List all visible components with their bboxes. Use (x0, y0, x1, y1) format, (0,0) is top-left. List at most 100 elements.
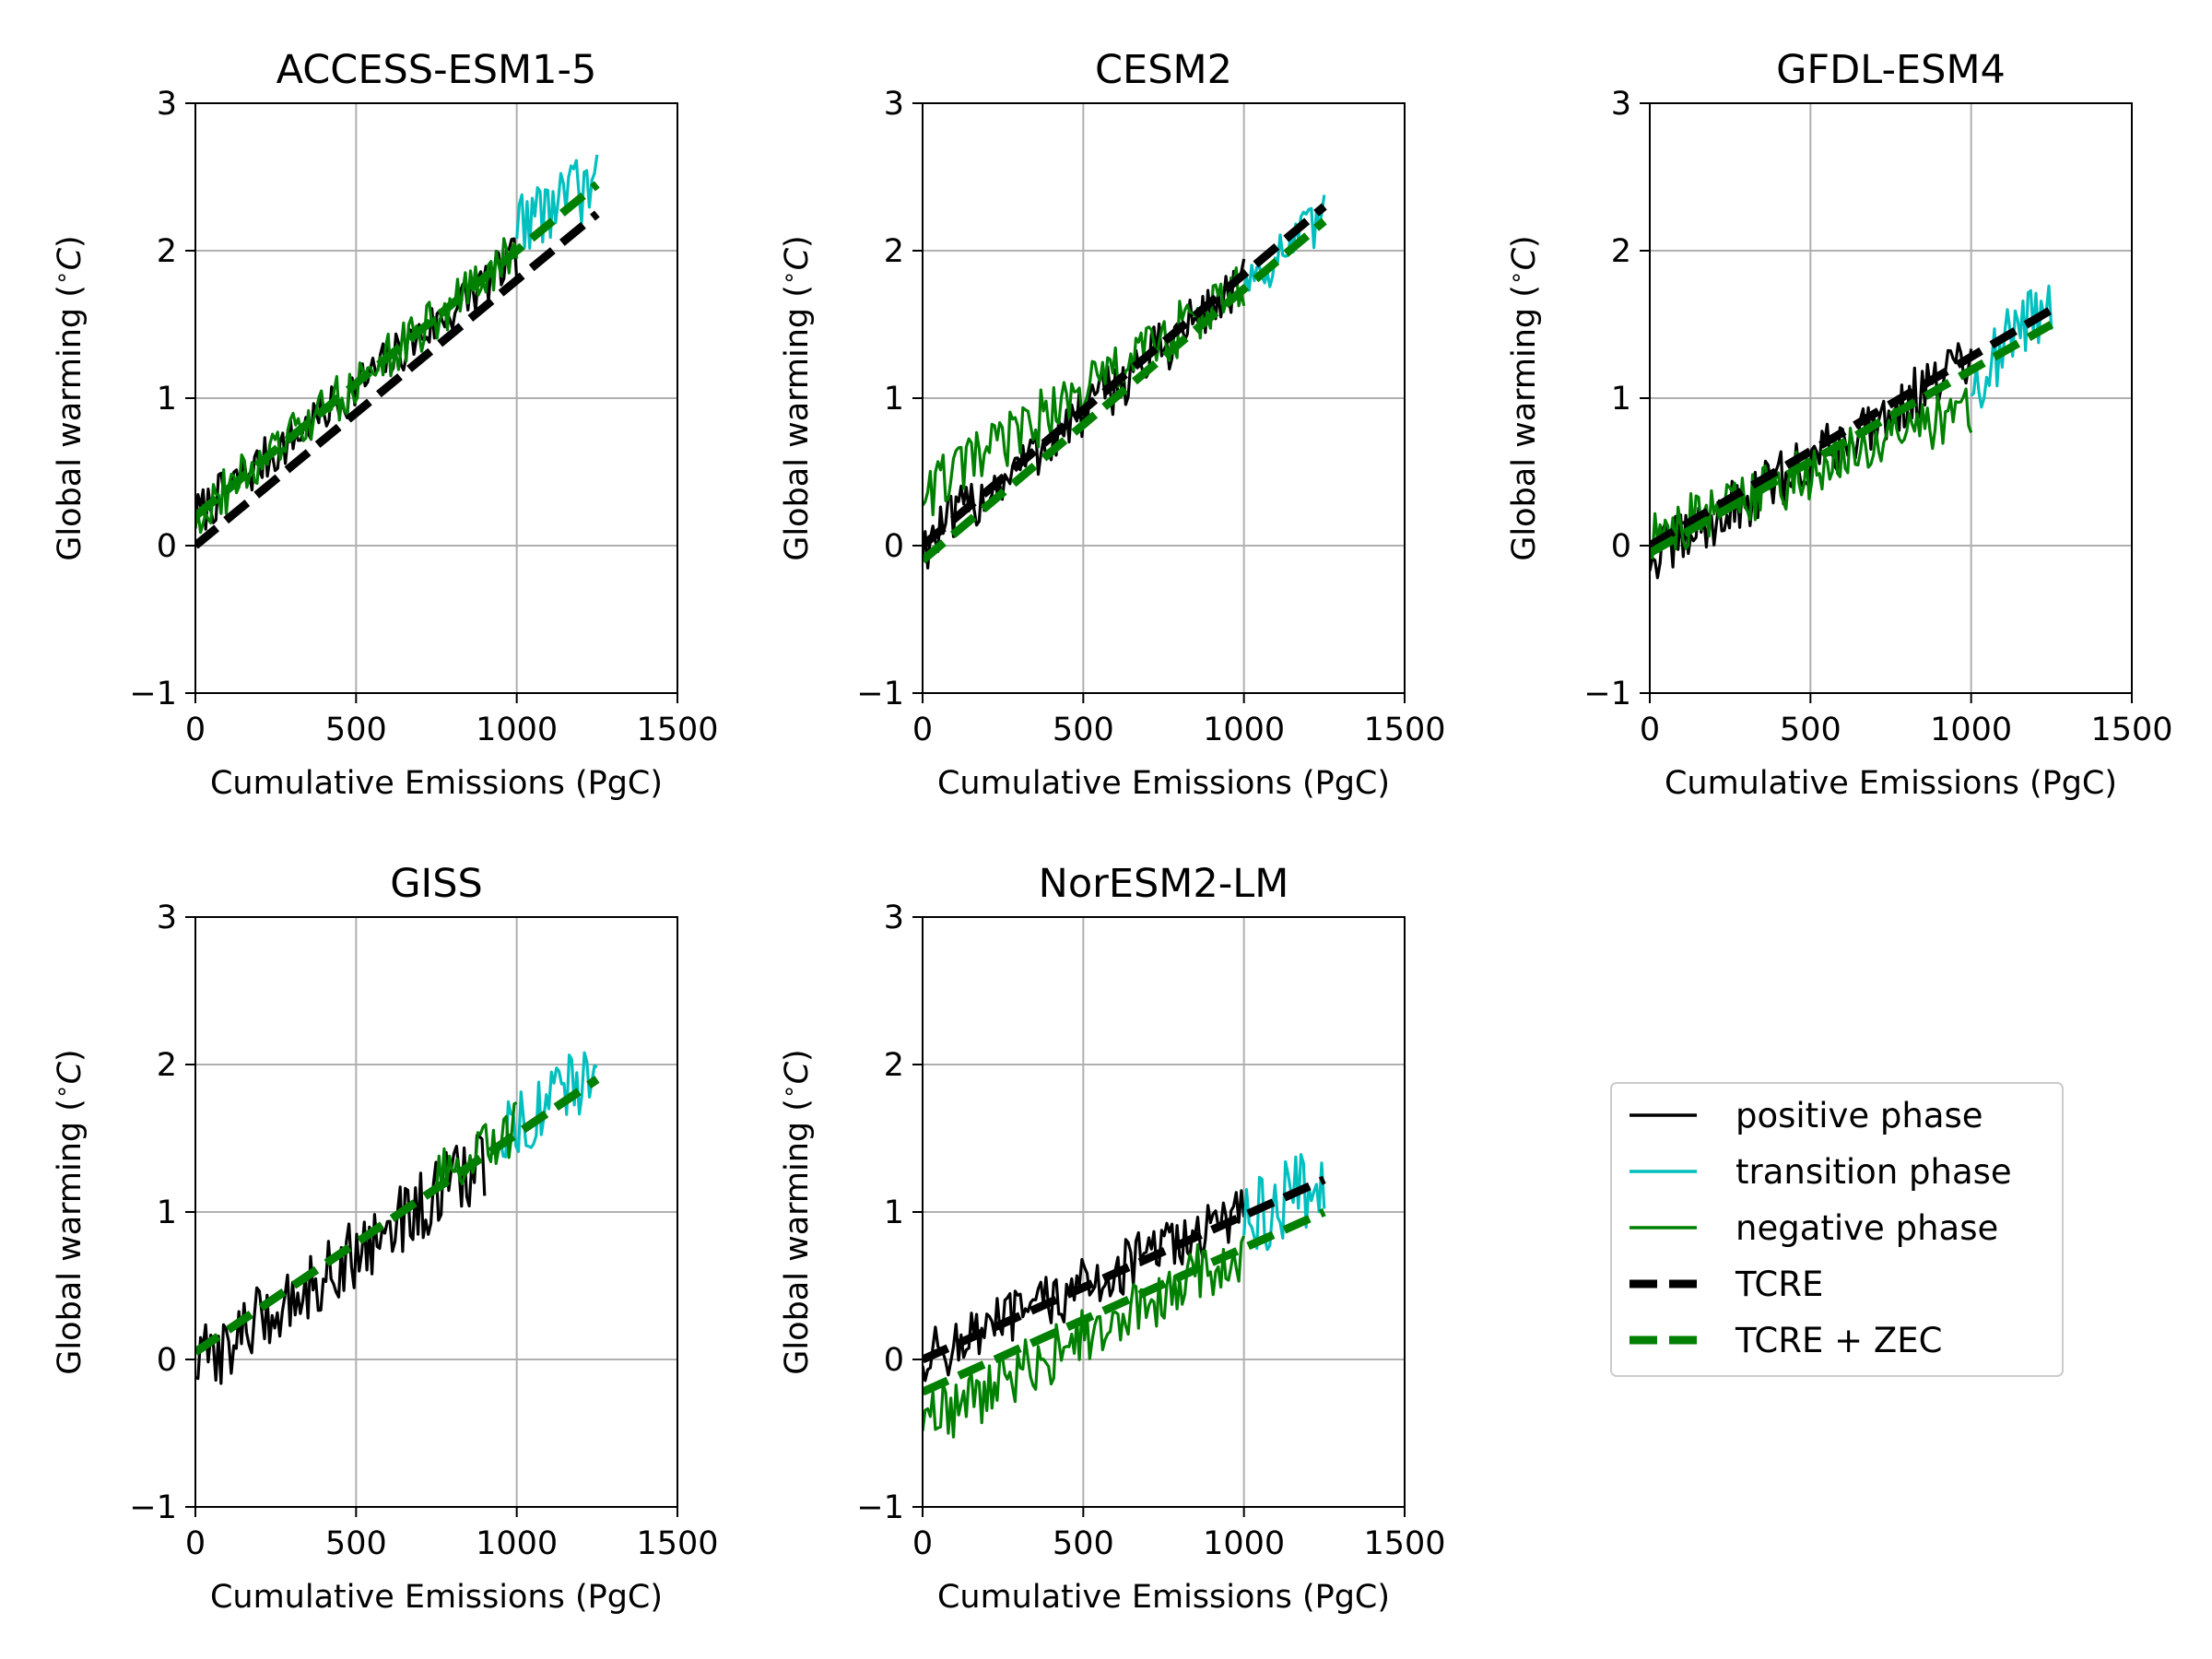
y-tick-label: 1 (157, 1194, 177, 1231)
subplot-title: CESM2 (1095, 47, 1232, 93)
y-tick-label: −1 (129, 1489, 177, 1526)
series-line-negative-phase (434, 1101, 518, 1191)
y-tick-label: 1 (884, 1194, 904, 1231)
legend-item: TCRE (1630, 1265, 1823, 1304)
y-tick-label: 2 (884, 1047, 904, 1084)
x-axis-label: Cumulative Emissions (PgC) (210, 765, 663, 802)
x-axis-label: Cumulative Emissions (PgC) (937, 1579, 1390, 1616)
y-tick-label: −1 (856, 1489, 904, 1526)
y-tick-label: 1 (884, 381, 904, 418)
legend-label: transition phase (1735, 1152, 2012, 1192)
y-axis-label: Global warming (∘C) (775, 235, 816, 560)
series-group (923, 1152, 1326, 1439)
y-tick-label: 2 (884, 233, 904, 270)
series-line-tcre (923, 203, 1327, 549)
x-axis-label: Cumulative Emissions (PgC) (210, 1579, 663, 1616)
series-line-tcre (923, 1175, 1326, 1364)
y-axis-label: Global warming (∘C) (48, 235, 88, 560)
x-tick-label: 0 (185, 712, 206, 748)
x-tick-label: 500 (1053, 1525, 1114, 1562)
series-line-negative-phase (923, 1235, 1246, 1439)
series-line-negative-phase (195, 237, 519, 535)
y-tick-label: 3 (884, 900, 904, 936)
series-group (195, 154, 600, 549)
x-tick-label: 1000 (1203, 1525, 1285, 1562)
legend-label: TCRE (1735, 1265, 1823, 1304)
x-tick-label: 500 (325, 712, 387, 748)
y-tick-label: 0 (157, 528, 177, 565)
x-tick-label: 500 (1053, 712, 1114, 748)
legend: positive phase transition phase negative p… (1610, 1082, 2064, 1377)
y-tick-label: 3 (157, 900, 177, 936)
x-tick-label: 500 (325, 1525, 387, 1562)
legend-item: positive phase (1630, 1096, 1983, 1135)
series-line-tcre-zec (923, 218, 1327, 564)
legend-item: TCRE + ZEC (1630, 1321, 1942, 1360)
y-tick-label: 0 (1611, 528, 1631, 565)
legend-box (1610, 1082, 2064, 1377)
series-line-transition-phase (1242, 194, 1326, 293)
y-tick-label: 1 (157, 381, 177, 418)
y-tick-label: 3 (1611, 86, 1631, 123)
x-tick-label: 0 (912, 1525, 933, 1562)
y-axis-label: Global warming (∘C) (775, 1049, 816, 1374)
subplot-title: GFDL-ESM4 (1776, 47, 2006, 93)
legend-label: negative phase (1735, 1208, 1998, 1248)
y-tick-label: 1 (1611, 381, 1631, 418)
y-tick-label: 2 (1611, 233, 1631, 270)
y-tick-label: −1 (1583, 676, 1631, 712)
subplot-title: NorESM2-LM (1039, 861, 1289, 907)
y-tick-label: 3 (884, 86, 904, 123)
x-tick-label: 0 (185, 1525, 206, 1562)
x-tick-label: 1000 (1930, 712, 2012, 748)
series-line-tcre (195, 210, 600, 549)
y-tick-label: 0 (157, 1342, 177, 1379)
y-tick-label: 0 (884, 1342, 904, 1379)
x-tick-label: 1500 (1363, 712, 1445, 748)
x-tick-label: 1500 (636, 1525, 718, 1562)
y-tick-label: −1 (856, 676, 904, 712)
subplot-grid: 0 500 1000 1500−10123ACCESS-ESM1-5Cumulativ… (48, 47, 2173, 1616)
series-line-positive-phase (923, 1189, 1246, 1382)
legend-item: negative phase (1630, 1208, 1998, 1248)
x-axis-label: Cumulative Emissions (PgC) (1665, 765, 2117, 802)
legend-item: transition phase (1630, 1152, 2012, 1192)
y-axis-label: Global warming (∘C) (48, 1049, 88, 1374)
y-tick-label: 2 (157, 1047, 177, 1084)
y-tick-label: 0 (884, 528, 904, 565)
x-tick-label: 500 (1780, 712, 1841, 748)
subplot-title: ACCESS-ESM1-5 (276, 47, 597, 93)
x-tick-label: 1000 (1203, 712, 1285, 748)
x-axis-label: Cumulative Emissions (PgC) (937, 765, 1390, 802)
series-line-transition-phase (1242, 1152, 1326, 1252)
x-tick-label: 1000 (476, 712, 558, 748)
series-line-transition-phase (515, 154, 599, 250)
subplot-title: GISS (390, 861, 483, 907)
x-tick-label: 0 (912, 712, 933, 748)
x-tick-label: 1500 (2090, 712, 2172, 748)
series-group (195, 1051, 600, 1385)
series-group (923, 194, 1327, 570)
series-line-transition-phase (499, 1051, 598, 1159)
legend-label: positive phase (1735, 1096, 1983, 1135)
series-line-tcre-zec (195, 181, 600, 520)
y-axis-label: Global warming (∘C) (1502, 235, 1543, 560)
x-tick-label: 1500 (636, 712, 718, 748)
y-tick-label: −1 (129, 676, 177, 712)
subplot-1: 0 500 1000 1500−10123ACCESS-ESM1-5Cumulativ… (48, 47, 719, 802)
series-line-tcre-zec (195, 1076, 600, 1356)
legend-label: TCRE + ZEC (1735, 1321, 1942, 1360)
series-group (1650, 284, 2054, 580)
y-tick-label: 2 (157, 233, 177, 270)
series-line-tcre-zec (923, 1207, 1326, 1396)
x-tick-label: 1500 (1363, 1525, 1445, 1562)
y-tick-label: 3 (157, 86, 177, 123)
x-tick-label: 0 (1640, 712, 1660, 748)
x-tick-label: 1000 (476, 1525, 558, 1562)
